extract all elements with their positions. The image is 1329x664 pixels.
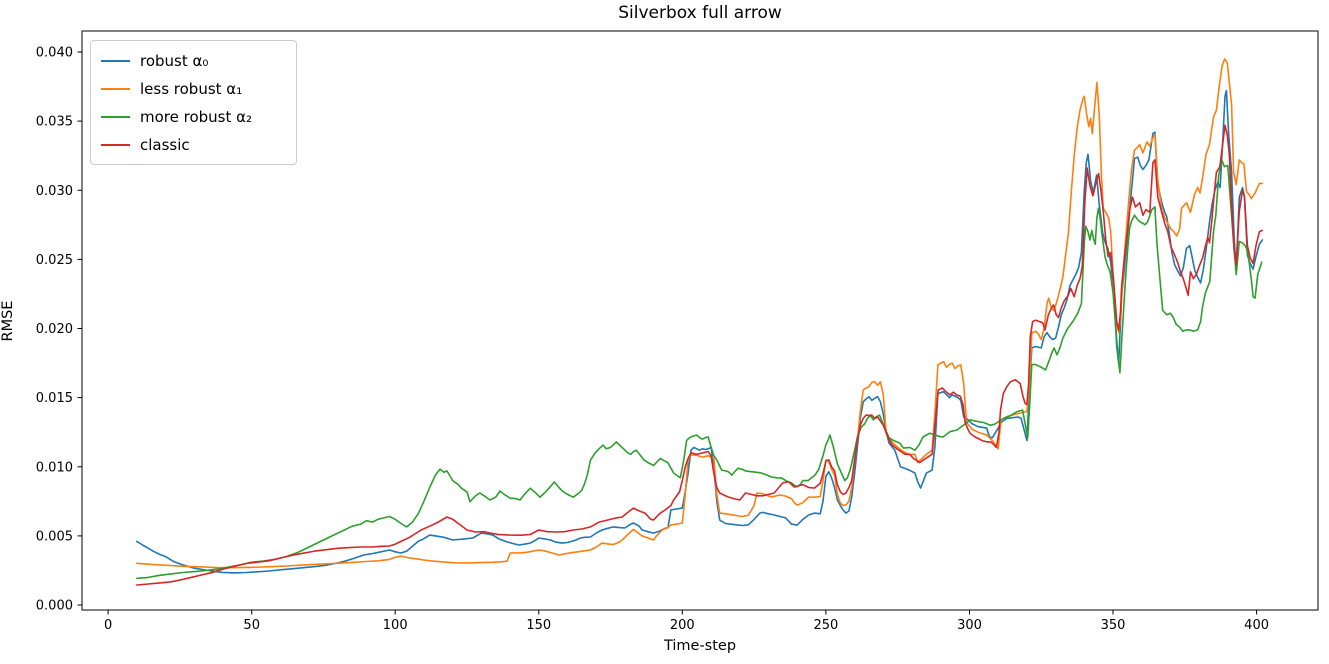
- x-axis-label: Time-step: [663, 638, 737, 654]
- x-tick-label: 50: [243, 618, 260, 633]
- legend-swatch-robust-a0: [101, 59, 130, 62]
- series-line-robust-a0: [136, 89, 1264, 574]
- x-tick-label: 0: [104, 618, 112, 633]
- y-tick-label: 0.000: [36, 599, 73, 614]
- series-line-less-robust-a1: [136, 58, 1264, 569]
- legend-label-robust-a0: robust α₀: [140, 51, 209, 70]
- legend-swatch-more-robust-a2: [101, 115, 130, 118]
- x-tick-label: 400: [1244, 618, 1269, 633]
- legend-item-more-robust-a2: more robust α₂: [101, 106, 286, 127]
- x-tick-label: 200: [670, 618, 695, 633]
- y-axis-label: RMSE: [0, 300, 16, 342]
- y-tick-label: 0.020: [36, 322, 73, 337]
- x-tick-label: 100: [383, 618, 408, 633]
- chart-title: Silverbox full arrow: [618, 3, 782, 23]
- legend-item-less-robust-a1: less robust α₁: [101, 78, 286, 99]
- legend-label-classic: classic: [140, 135, 190, 154]
- x-tick-label: 150: [526, 618, 551, 633]
- legend-item-classic: classic: [101, 134, 286, 155]
- x-tick-label: 250: [813, 618, 838, 633]
- legend-label-more-robust-a2: more robust α₂: [140, 107, 253, 126]
- legend-label-less-robust-a1: less robust α₁: [140, 79, 243, 98]
- y-tick-label: 0.035: [36, 115, 73, 130]
- legend: robust α₀ less robust α₁ more robust α₂ cla…: [90, 40, 297, 165]
- axes-frame: [81, 30, 1319, 611]
- legend-swatch-classic: [101, 143, 130, 146]
- legend-item-robust-a0: robust α₀: [101, 50, 286, 71]
- y-tick-label: 0.040: [36, 46, 73, 61]
- y-tick-label: 0.010: [36, 460, 73, 475]
- legend-swatch-less-robust-a1: [101, 87, 130, 90]
- series-line-classic: [136, 124, 1264, 586]
- y-tick-label: 0.025: [36, 253, 73, 268]
- x-tick-label: 300: [957, 618, 982, 633]
- x-tick-label: 350: [1101, 618, 1126, 633]
- y-tick-label: 0.015: [36, 391, 73, 406]
- y-tick-label: 0.030: [36, 184, 73, 199]
- series-line-more-robust-a2: [136, 159, 1263, 580]
- y-tick-label: 0.005: [36, 529, 73, 544]
